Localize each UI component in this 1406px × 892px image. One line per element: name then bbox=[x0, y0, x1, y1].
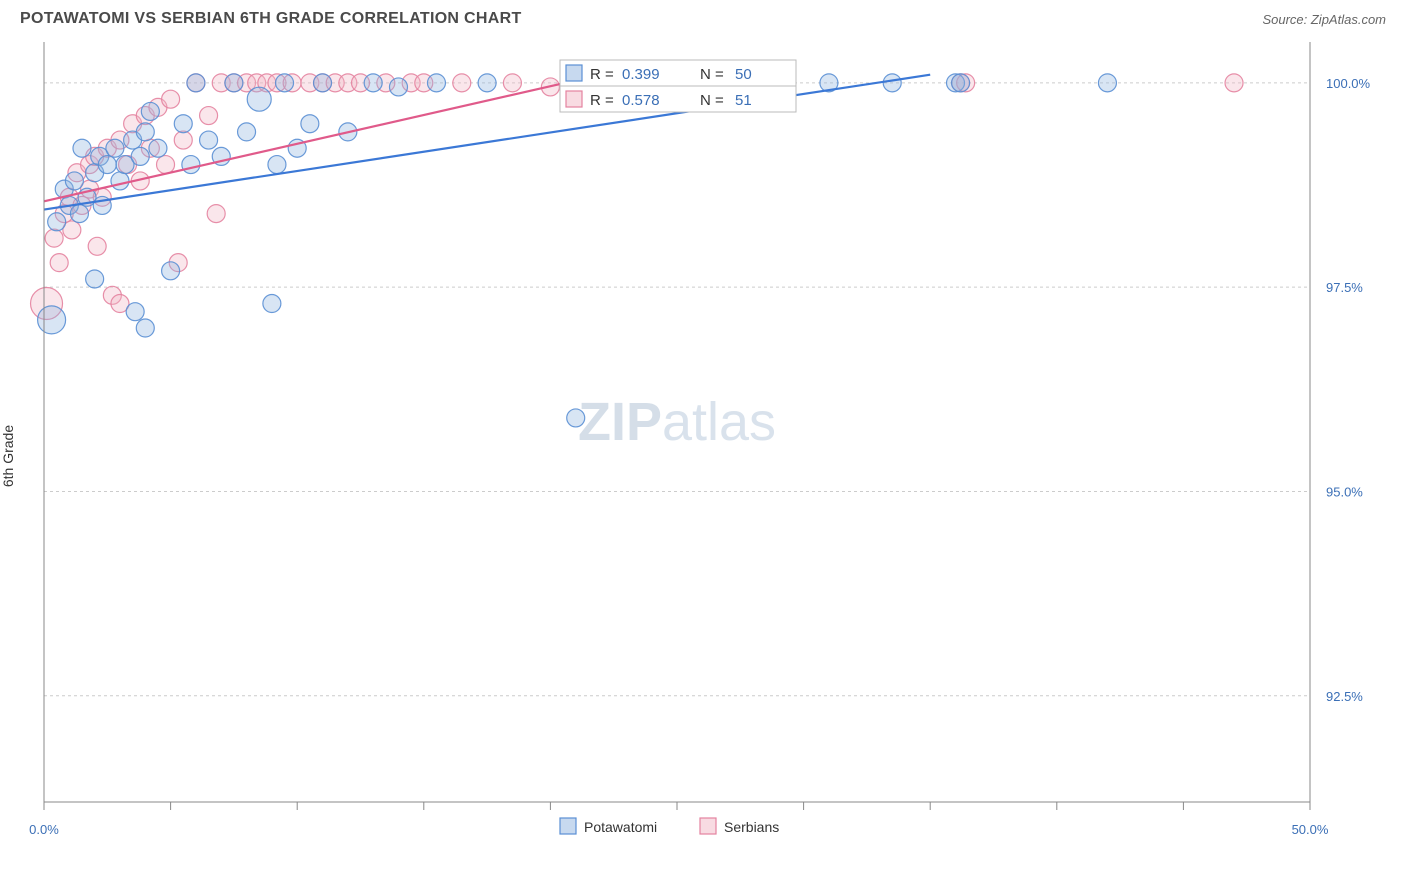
point-potawatomi bbox=[883, 74, 901, 92]
point-serbians bbox=[45, 229, 63, 247]
watermark: ZIPatlas bbox=[578, 392, 776, 452]
legend: Potawatomi Serbians bbox=[560, 818, 779, 835]
point-potawatomi bbox=[478, 74, 496, 92]
stats-r-value: 0.578 bbox=[622, 92, 660, 109]
point-serbians bbox=[157, 156, 175, 174]
y-axis-label: 6th Grade bbox=[0, 425, 16, 487]
point-serbians bbox=[503, 74, 521, 92]
point-potawatomi bbox=[276, 74, 294, 92]
point-potawatomi bbox=[427, 74, 445, 92]
point-potawatomi bbox=[567, 409, 585, 427]
point-potawatomi bbox=[48, 213, 66, 231]
point-potawatomi bbox=[952, 74, 970, 92]
y-tick-label: 95.0% bbox=[1326, 484, 1363, 499]
stats-n-label: N = bbox=[700, 92, 724, 109]
point-potawatomi bbox=[174, 115, 192, 133]
point-potawatomi bbox=[126, 303, 144, 321]
point-serbians bbox=[200, 107, 218, 125]
stats-n-value: 51 bbox=[735, 92, 752, 109]
point-potawatomi bbox=[111, 172, 129, 190]
point-potawatomi bbox=[136, 319, 154, 337]
point-potawatomi bbox=[364, 74, 382, 92]
point-potawatomi bbox=[162, 262, 180, 280]
point-potawatomi bbox=[149, 139, 167, 157]
point-serbians bbox=[207, 205, 225, 223]
point-potawatomi bbox=[136, 123, 154, 141]
stats-swatch-potawatomi bbox=[566, 65, 582, 81]
legend-swatch-serbians bbox=[700, 818, 716, 834]
point-serbians bbox=[1225, 74, 1243, 92]
point-potawatomi bbox=[225, 74, 243, 92]
legend-label-potawatomi: Potawatomi bbox=[584, 819, 657, 835]
point-potawatomi bbox=[187, 74, 205, 92]
stats-r-label: R = bbox=[590, 66, 614, 83]
stats-box: R = 0.399 N = 50 R = 0.578 N = 51 bbox=[560, 60, 796, 112]
point-potawatomi bbox=[131, 147, 149, 165]
point-serbians bbox=[453, 74, 471, 92]
point-potawatomi bbox=[200, 131, 218, 149]
chart-header: POTAWATOMI VS SERBIAN 6TH GRADE CORRELAT… bbox=[0, 0, 1406, 32]
stats-n-value: 50 bbox=[735, 66, 752, 83]
point-potawatomi bbox=[314, 74, 332, 92]
stats-n-label: N = bbox=[700, 66, 724, 83]
point-serbians bbox=[50, 254, 68, 272]
point-potawatomi bbox=[268, 156, 286, 174]
y-tick-label: 100.0% bbox=[1326, 76, 1371, 91]
scatter-chart: 92.5% 95.0% 97.5% 100.0% ZIPatlas 0.0% 50.0% Po… bbox=[0, 32, 1406, 880]
point-potawatomi bbox=[263, 295, 281, 313]
point-serbians bbox=[174, 131, 192, 149]
point-serbians bbox=[162, 90, 180, 108]
point-potawatomi bbox=[238, 123, 256, 141]
point-potawatomi bbox=[70, 205, 88, 223]
legend-swatch-potawatomi bbox=[560, 818, 576, 834]
x-tick-label: 50.0% bbox=[1292, 822, 1329, 837]
y-tick-label: 92.5% bbox=[1326, 689, 1363, 704]
point-potawatomi bbox=[301, 115, 319, 133]
stats-r-label: R = bbox=[590, 92, 614, 109]
point-potawatomi bbox=[98, 156, 116, 174]
point-serbians bbox=[88, 237, 106, 255]
point-potawatomi bbox=[247, 87, 271, 111]
chart-container: 6th Grade 92.5% 95.0% 97.5% 100.0% ZIPatlas 0… bbox=[0, 32, 1406, 880]
y-tick-label: 97.5% bbox=[1326, 280, 1363, 295]
point-potawatomi bbox=[86, 270, 104, 288]
point-potawatomi bbox=[65, 172, 83, 190]
point-potawatomi bbox=[389, 78, 407, 96]
point-potawatomi bbox=[182, 156, 200, 174]
point-potawatomi bbox=[38, 306, 66, 334]
point-potawatomi bbox=[73, 139, 91, 157]
x-tick-label: 0.0% bbox=[29, 822, 59, 837]
source-label: Source: ZipAtlas.com bbox=[1262, 12, 1386, 27]
point-potawatomi bbox=[106, 139, 124, 157]
stats-swatch-serbians bbox=[566, 91, 582, 107]
chart-title: POTAWATOMI VS SERBIAN 6TH GRADE CORRELAT… bbox=[20, 10, 522, 28]
point-potawatomi bbox=[1098, 74, 1116, 92]
point-potawatomi bbox=[141, 102, 159, 120]
legend-label-serbians: Serbians bbox=[724, 819, 779, 835]
stats-r-value: 0.399 bbox=[622, 66, 660, 83]
